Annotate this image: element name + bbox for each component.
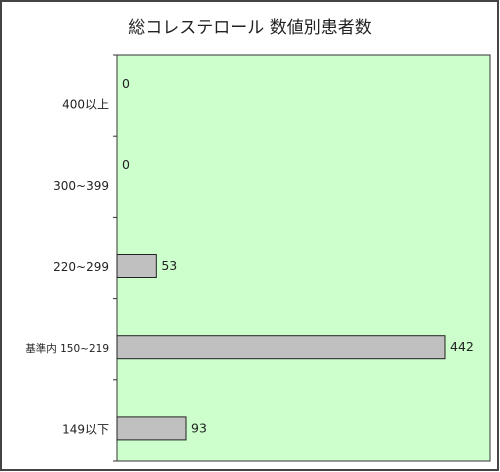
y-tick-label: 基準内 150~219 xyxy=(25,342,109,355)
bar xyxy=(116,254,157,278)
chart-title: 総コレステロール 数値別患者数 xyxy=(128,18,371,38)
bars xyxy=(116,254,446,441)
bar xyxy=(116,416,187,441)
y-tick-label: 149以下 xyxy=(62,422,109,436)
data-label: 93 xyxy=(191,420,207,435)
plot-area xyxy=(116,54,491,462)
y-axis-ticks xyxy=(113,54,117,462)
y-tick-label: 400以上 xyxy=(62,98,109,112)
data-label: 53 xyxy=(161,258,177,273)
y-axis-tick-labels: 400以上 300~399 220~299 基準内 150~219 149以下 xyxy=(25,98,109,437)
data-label: 0 xyxy=(122,157,130,172)
data-labels: 0 0 53 442 93 xyxy=(122,76,474,435)
y-tick-label: 220~299 xyxy=(53,260,109,274)
y-tick-label: 300~399 xyxy=(53,179,109,193)
data-label: 442 xyxy=(450,339,474,354)
data-label: 0 xyxy=(122,76,130,91)
bar xyxy=(116,335,446,360)
